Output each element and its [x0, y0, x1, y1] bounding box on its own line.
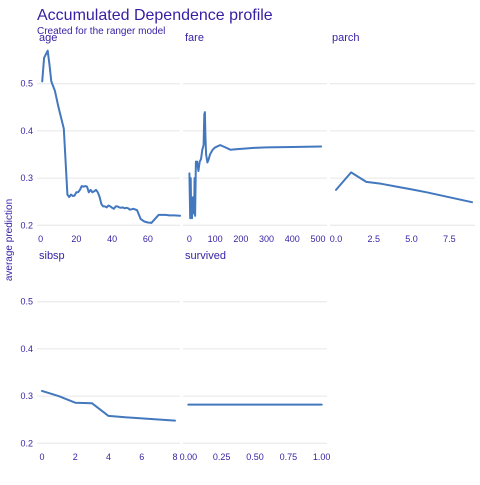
x-tick-label: 5.0 [405, 234, 418, 244]
panel-title: age [39, 32, 57, 44]
series-line [188, 111, 323, 220]
y-tick-label: 0.3 [20, 173, 33, 183]
x-tick-label: 200 [233, 234, 248, 244]
chart-subtitle: Created for the ranger model [37, 26, 165, 37]
x-tick-label: 0.00 [180, 452, 198, 462]
x-tick-label: 500 [310, 234, 325, 244]
panel-title: sibsp [39, 250, 65, 262]
x-tick-label: 40 [107, 234, 117, 244]
y-tick-label: 0.2 [20, 220, 33, 230]
x-tick-label: 20 [71, 234, 81, 244]
series-line [41, 389, 176, 422]
y-axis-label: average prediction [4, 199, 15, 281]
x-tick-label: 100 [208, 234, 223, 244]
panel-title: fare [185, 32, 204, 44]
x-tick-label: 0 [39, 452, 44, 462]
x-tick-label: 0 [187, 234, 192, 244]
x-tick-label: 7.5 [443, 234, 456, 244]
panel-age: 0.2 0.3 0.4 0.5 0 20 40 60 age [20, 32, 181, 244]
panel-survived: 0.00 0.25 0.50 0.75 1.00 survived [180, 250, 331, 462]
panel-parch: 0.0 2.5 5.0 7.5 parch [330, 32, 475, 244]
chart-title: Accumulated Dependence profile [37, 7, 273, 24]
x-tick-label: 0.0 [330, 234, 343, 244]
y-tick-label: 0.3 [20, 391, 33, 401]
y-tick-label: 0.4 [20, 344, 33, 354]
x-tick-label: 4 [106, 452, 111, 462]
series-line [41, 49, 181, 224]
y-tick-label: 0.5 [20, 297, 33, 307]
x-tick-label: 400 [285, 234, 300, 244]
panel-sibsp: 0.2 0.3 0.4 0.5 0 2 4 6 8 sibsp [20, 250, 180, 462]
x-tick-label: 2 [73, 452, 78, 462]
x-tick-label: 0.25 [213, 452, 231, 462]
x-tick-label: 0 [38, 234, 43, 244]
x-tick-label: 60 [143, 234, 153, 244]
x-tick-label: 0.75 [280, 452, 298, 462]
y-tick-label: 0.2 [20, 438, 33, 448]
panel-fare: 0 100 200 300 400 500 fare [183, 32, 327, 244]
y-tick-label: 0.5 [20, 79, 33, 89]
x-tick-label: 2.5 [368, 234, 381, 244]
series-line [335, 171, 473, 204]
x-tick-label: 8 [173, 452, 178, 462]
panel-title: survived [185, 250, 226, 262]
x-tick-label: 0.50 [246, 452, 264, 462]
x-tick-label: 300 [259, 234, 274, 244]
y-tick-label: 0.4 [20, 126, 33, 136]
x-tick-label: 6 [139, 452, 144, 462]
x-tick-label: 1.00 [313, 452, 331, 462]
panel-title: parch [332, 32, 360, 44]
